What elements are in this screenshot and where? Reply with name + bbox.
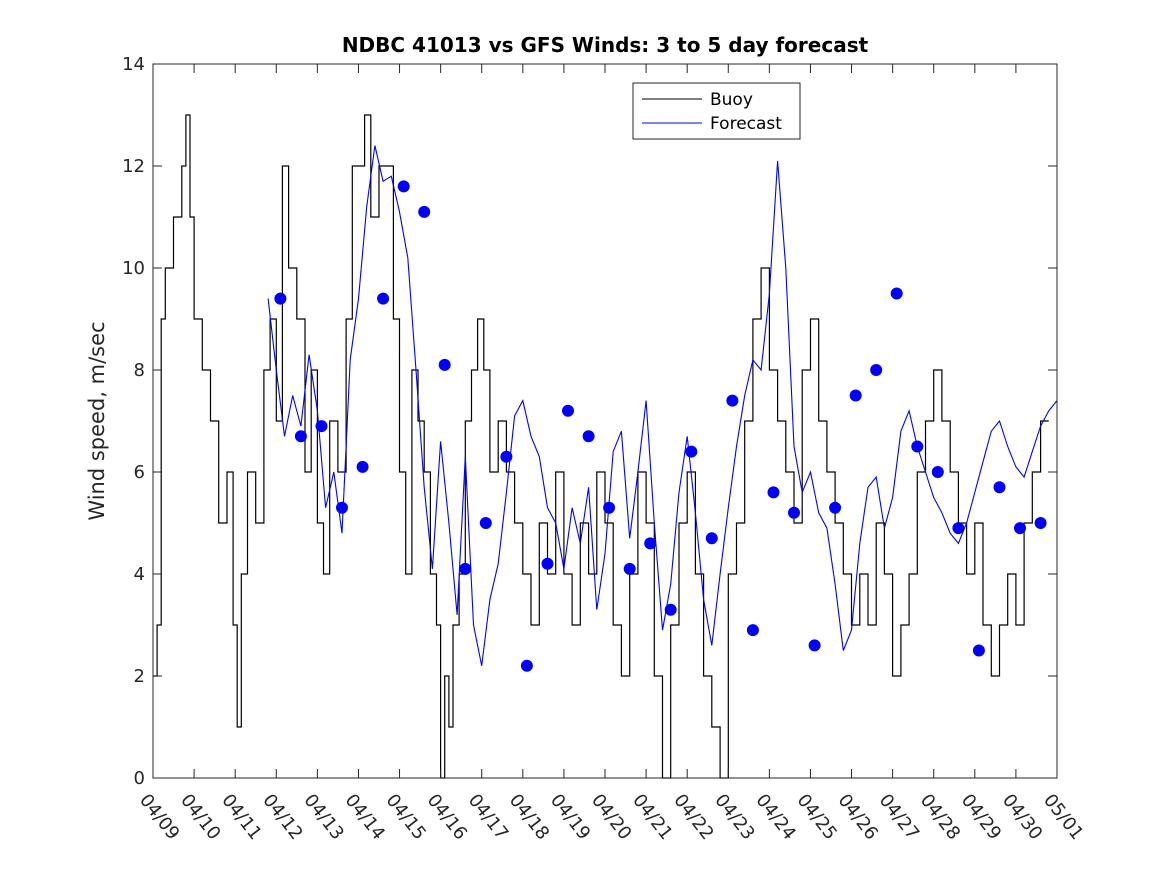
forecast-line xyxy=(267,145,1058,666)
forecast-point xyxy=(315,420,328,433)
y-tick-label: 12 xyxy=(122,156,145,177)
forecast-point xyxy=(644,537,657,550)
legend: Buoy Forecast xyxy=(632,82,801,140)
y-tick-label: 14 xyxy=(122,54,145,75)
forecast-point xyxy=(685,445,698,458)
forecast-point xyxy=(952,522,965,535)
legend-forecast-label: Forecast xyxy=(710,114,782,134)
forecast-point xyxy=(788,506,800,519)
forecast-point xyxy=(274,292,287,305)
y-tick-label: 2 xyxy=(134,666,145,687)
forecast-point xyxy=(336,501,348,514)
forecast-point xyxy=(993,481,1006,494)
forecast-point xyxy=(870,364,883,376)
forecast-point xyxy=(603,501,616,514)
legend-box xyxy=(632,82,801,140)
forecast-point xyxy=(911,440,924,453)
forecast-point xyxy=(520,659,533,672)
forecast-point xyxy=(356,460,369,473)
y-axis-ticks: 0 2 4 6 8 10 12 14 xyxy=(122,54,1057,789)
forecast-point xyxy=(746,624,759,637)
forecast-point xyxy=(459,562,472,575)
forecast-point xyxy=(582,430,595,443)
forecast-point xyxy=(397,180,410,193)
forecast-point xyxy=(623,562,636,575)
forecast-point xyxy=(849,389,862,402)
forecast-point xyxy=(479,517,492,529)
forecast-point xyxy=(664,603,677,616)
forecast-point xyxy=(972,644,985,657)
forecast-point xyxy=(438,358,451,371)
y-axis-label: Wind speed, m/sec xyxy=(85,321,109,520)
plot-area xyxy=(153,64,1057,778)
forecast-point xyxy=(705,532,718,545)
y-tick-label: 0 xyxy=(134,768,145,789)
forecast-point xyxy=(808,639,821,652)
forecast-point xyxy=(767,486,780,499)
y-tick-label: 4 xyxy=(134,564,145,585)
forecast-point xyxy=(726,394,739,407)
forecast-point xyxy=(1014,522,1026,535)
forecast-point xyxy=(294,430,307,443)
forecast-points xyxy=(274,180,1047,672)
forecast-point xyxy=(418,205,431,218)
forecast-point xyxy=(500,450,513,463)
forecast-point xyxy=(1034,517,1047,529)
y-tick-label: 6 xyxy=(134,462,145,483)
forecast-point xyxy=(829,501,842,514)
forecast-point xyxy=(890,287,903,300)
y-tick-label: 10 xyxy=(122,258,145,279)
y-tick-label: 8 xyxy=(134,360,145,381)
legend-buoy-label: Buoy xyxy=(710,90,753,110)
forecast-point xyxy=(541,557,554,570)
forecast-point xyxy=(377,292,390,305)
forecast-point xyxy=(562,404,574,417)
forecast-series xyxy=(267,145,1058,666)
forecast-point xyxy=(931,466,944,478)
chart-title: NDBC 41013 vs GFS Winds: 3 to 5 day fore… xyxy=(342,33,869,57)
